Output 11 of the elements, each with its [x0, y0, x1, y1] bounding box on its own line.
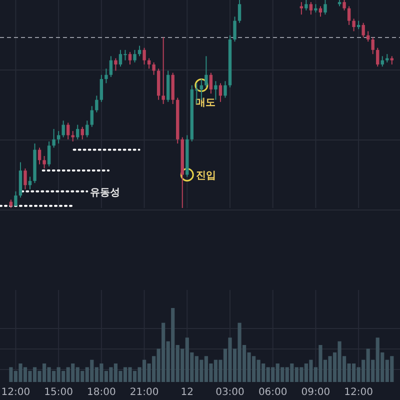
x-tick-label: 12 — [180, 387, 194, 398]
x-tick-label: 03:00 — [216, 387, 244, 398]
x-tick-label: 12:00 — [1, 387, 30, 398]
x-tick-label: 18:00 — [87, 387, 116, 398]
x-tick-label: 21:00 — [130, 387, 159, 398]
x-tick-label: 06:00 — [258, 387, 288, 398]
annotation: 유동성 — [90, 187, 120, 198]
x-tick-label: 12:00 — [344, 387, 373, 398]
x-tick-label: 15:00 — [44, 387, 73, 398]
x-tick-label: 09:00 — [301, 387, 330, 398]
annotation: 진입 — [196, 170, 216, 182]
